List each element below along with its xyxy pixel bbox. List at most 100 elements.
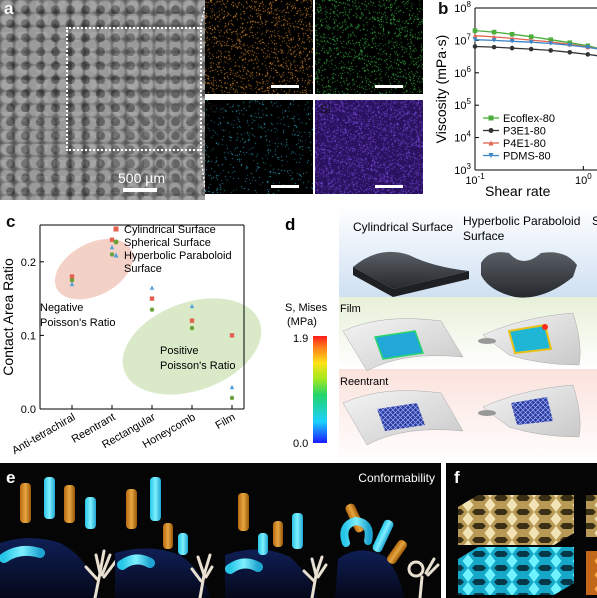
y-tick-label: 107 [454,32,471,47]
data-point [189,303,195,309]
scale-bar [123,188,157,192]
data-point [472,44,478,49]
data-point [491,38,497,43]
legend-label: P4E1-80 [503,138,546,150]
eds-map-cu: Cu [205,100,313,194]
panel-label-b: b [438,0,449,18]
data-point [472,37,478,43]
eds-label-si: Si [320,102,331,116]
data-point [491,34,497,40]
eds-map-si: Si [315,100,423,194]
data-point [109,244,115,250]
fem-schematic: d Cylindrical Surface Hyperbolic Parabol… [285,205,597,463]
film-hyperbolic-stress-patch [507,323,553,355]
data-point [229,333,235,338]
panel-c: c 0.0 0.1 0.2 Anti-tetrachiral Reentrant Rect… [0,205,282,463]
viscosity-chart: 103 104 105 106 107 108 10-1 100 Viscosity (mPa·… [433,0,597,199]
data-point [491,29,497,35]
panel-a: a 500 µm Zn S Cu Si [0,0,425,200]
col-title-hyperbolic: Hyperbolic Paraboloid [463,214,580,228]
hand-photo-3 [225,493,328,598]
legend-label: Hyperbolic Paraboloid [124,250,232,262]
data-point [509,38,515,44]
row-label-reentrant: Reentrant [340,376,388,388]
legend-label: Spherical Surface [124,237,211,249]
conformability-title: Conformability [358,471,435,485]
colorbar-min: 0.0 [293,438,308,450]
scale-bar-text: 500 µm [118,170,165,186]
reentrant-hyperbolic-mesh [511,397,553,425]
data-point [69,274,75,279]
colorbar-unit: (MPa) [287,316,317,328]
annotation-positive: Poisson's Ratio [160,360,235,372]
legend-label: P3E1-80 [503,126,546,138]
row-label-film: Film [340,303,361,315]
scale-bar [271,85,299,88]
y-tick-label: 103 [454,162,471,177]
series-line [474,45,597,57]
panel-d: d Cylindrical Surface Hyperbolic Parabol… [283,205,597,463]
data-point [528,34,534,40]
panel-b: b 103 104 105 106 107 108 10-1 100 Viscosity (mP… [425,0,597,200]
data-point [149,296,155,301]
lattice-block-partial-orange [586,551,597,595]
film-hyperbolic-tip [478,338,496,344]
sem-selection-box [66,27,202,151]
y-tick-label: 0.2 [21,257,36,269]
y-axis-label: Viscosity (mPa·s) [433,35,449,144]
hand-photo-4 [335,503,440,598]
data-point [109,252,115,257]
contact-area-chart: 0.00.10.2Anti-tetrachiralReentrantRectan… [0,224,262,457]
col-title-cylindrical: Cylindrical Surface [353,220,453,234]
data-point [567,42,573,48]
scale-bar [375,85,403,88]
legend-marker [488,115,494,121]
scale-bar [375,185,403,188]
hand-photos [0,477,440,598]
y-tick-label: 108 [454,0,471,15]
data-point [585,45,591,50]
reentrant-cylindrical-mesh [377,403,425,431]
data-point [548,48,554,53]
selection-connector-lines [199,1,207,197]
hand-photo-2 [115,477,214,598]
data-point [149,285,155,290]
annotation-positive: Positive [160,345,199,357]
data-point [509,45,515,51]
film-cylindrical-stress-patch [373,330,425,360]
y-tick-label: 106 [454,65,471,80]
legend-label: PDMS-80 [503,151,551,163]
lattice-block-partial-yellow [586,495,597,537]
sem-micrograph [0,0,205,200]
legend-label: Surface [124,263,162,275]
data-point [189,318,195,323]
panel-label-c: c [6,212,16,231]
hand-photo-1 [0,477,118,598]
data-point [585,52,591,57]
series-line [474,39,597,50]
legend-marker [113,252,119,258]
panel-e: e Conformability [0,463,441,598]
y-tick-label: 104 [454,130,471,145]
hyperbolic-surface-shape [481,252,577,298]
data-point [109,237,115,242]
panel-f: f [446,463,597,598]
data-point [189,325,195,331]
legend-marker [113,226,119,232]
reentrant-hyperbolic-tip [478,410,496,416]
data-point [509,31,515,37]
colorbar [313,336,327,443]
data-point [472,28,478,33]
data-point [567,49,573,55]
colorbar-max: 1.9 [293,333,308,345]
lattice-block-cyan [458,547,574,595]
legend-label: Ecoflex-80 [503,113,555,125]
eds-label-s: S [320,2,329,16]
eds-map-s: S [315,0,423,94]
panel-label-e: e [6,468,16,487]
x-tick-label: 10-1 [465,172,485,187]
legend-marker [113,239,119,245]
data-point [528,46,534,52]
y-tick-label: 0.0 [21,404,36,416]
y-tick-label: 105 [454,97,471,112]
